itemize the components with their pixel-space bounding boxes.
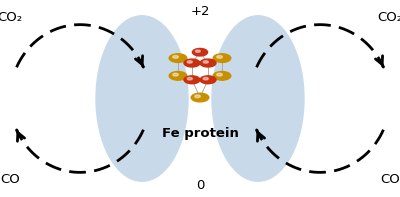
Circle shape: [217, 56, 222, 58]
Circle shape: [195, 95, 205, 100]
Circle shape: [192, 48, 208, 56]
Circle shape: [213, 72, 231, 80]
Text: +2: +2: [190, 5, 210, 18]
Text: CO₂: CO₂: [0, 11, 22, 24]
Circle shape: [196, 50, 204, 54]
Circle shape: [200, 59, 216, 67]
Circle shape: [173, 56, 178, 58]
Circle shape: [213, 54, 231, 62]
Circle shape: [184, 59, 200, 67]
Circle shape: [217, 73, 227, 78]
Circle shape: [173, 56, 183, 60]
Circle shape: [191, 93, 209, 102]
Circle shape: [217, 56, 227, 60]
Circle shape: [203, 61, 208, 63]
Text: CO₂: CO₂: [378, 11, 400, 24]
Circle shape: [204, 61, 212, 65]
Circle shape: [169, 72, 187, 80]
Text: 0: 0: [196, 179, 204, 192]
Text: CO: CO: [0, 173, 20, 186]
Circle shape: [203, 77, 208, 80]
Circle shape: [195, 95, 200, 98]
Circle shape: [188, 61, 196, 65]
Circle shape: [187, 77, 192, 80]
Ellipse shape: [96, 16, 188, 181]
Circle shape: [217, 73, 222, 76]
Circle shape: [188, 78, 196, 82]
Circle shape: [196, 50, 200, 52]
Circle shape: [169, 54, 187, 62]
Circle shape: [173, 73, 178, 76]
Ellipse shape: [212, 16, 304, 181]
Circle shape: [187, 61, 192, 63]
Text: CO: CO: [380, 173, 400, 186]
Text: Fe protein: Fe protein: [162, 127, 238, 140]
Circle shape: [204, 78, 212, 82]
Circle shape: [173, 73, 183, 78]
Circle shape: [200, 76, 216, 84]
Circle shape: [184, 76, 200, 84]
